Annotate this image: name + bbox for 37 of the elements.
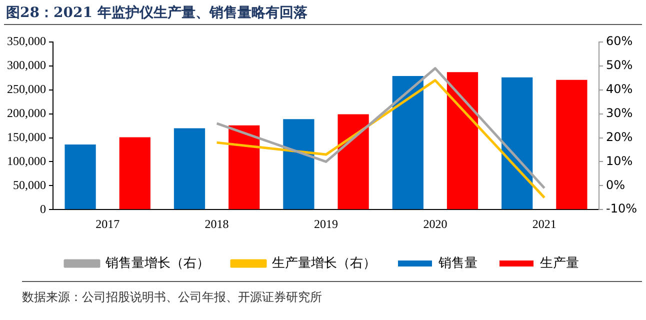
y2-tick-label: 60% [606, 34, 633, 48]
bar [338, 114, 369, 210]
bar [392, 76, 424, 210]
bar [64, 144, 96, 210]
y2-tick-label: 10% [606, 154, 633, 168]
bar [502, 77, 533, 210]
y-tick-label: 100,000 [7, 154, 46, 168]
legend-label: 生产量 [540, 256, 579, 271]
y-tick-label: 50,000 [13, 178, 46, 192]
x-tick-label: 2019 [314, 216, 338, 231]
y2-tick-label: 0% [606, 178, 626, 192]
y-tick-label: 350,000 [7, 34, 46, 48]
y-tick-label: 0 [40, 202, 46, 216]
chart-title: 图28：2021 年监护仪生产量、销售量略有回落 [6, 4, 308, 22]
x-tick-label: 2020 [423, 216, 448, 231]
y2-tick-label: 40% [606, 82, 633, 96]
y2-tick-label: 30% [606, 106, 633, 120]
source-note: 数据来源：公司招股说明书、公司年报、开源证券研究所 [22, 289, 322, 306]
y2-tick-label: -10% [606, 202, 638, 216]
bar [283, 119, 314, 210]
y-tick-label: 250,000 [7, 82, 46, 96]
bar [556, 80, 588, 210]
y-tick-label: 200,000 [7, 106, 46, 120]
legend-label: 销售量增长（右） [104, 256, 210, 271]
y-tick-label: 150,000 [7, 130, 46, 144]
y2-tick-label: 50% [606, 58, 633, 72]
legend-label: 生产量增长（右） [272, 256, 376, 271]
y-tick-label: 300,000 [7, 58, 46, 72]
bar [174, 128, 206, 210]
bar [119, 137, 150, 210]
x-tick-label: 2017 [96, 216, 120, 231]
x-tick-label: 2021 [532, 216, 556, 231]
bar [228, 125, 260, 210]
y2-tick-label: 20% [606, 130, 633, 144]
x-tick-label: 2018 [204, 216, 229, 231]
legend-label: 销售量 [438, 256, 478, 271]
bar [446, 72, 478, 210]
